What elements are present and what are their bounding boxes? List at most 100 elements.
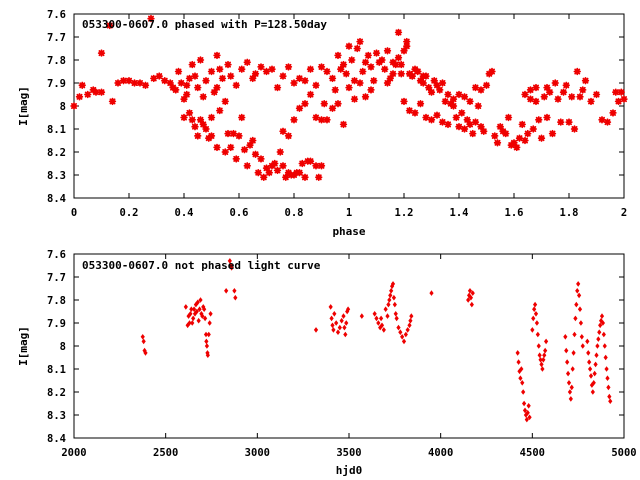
unphased-data-point: [577, 306, 583, 312]
phased-data-point: [480, 127, 488, 135]
phased-data-point: [188, 60, 196, 69]
phased-y-tick-label: 8.4: [47, 193, 66, 205]
phased-data-point: [282, 173, 290, 181]
phased-data-point: [493, 139, 502, 147]
unphased-y-tick-label: 8: [60, 341, 66, 353]
phased-data-point: [477, 123, 485, 131]
phased-data-point: [218, 74, 227, 83]
unphased-data-point: [606, 384, 611, 391]
phased-data-point: [119, 77, 128, 85]
unphased-data-point: [387, 297, 392, 303]
unphased-data-point: [565, 370, 571, 377]
unphased-data-point: [537, 352, 542, 358]
unphased-data-point: [576, 281, 581, 287]
phased-y-tick-label: 8.3: [47, 170, 66, 182]
phased-data-point: [427, 116, 436, 124]
phased-data-point: [180, 113, 188, 122]
phased-y-tick-label: 7.6: [47, 9, 66, 21]
phased-data-point: [598, 116, 606, 124]
unphased-data-point: [542, 352, 547, 358]
phased-data-point: [455, 123, 463, 131]
unphased-data-point: [408, 317, 413, 324]
phased-data-point: [323, 116, 331, 124]
phased-data-point: [339, 60, 348, 69]
phased-data-point: [191, 72, 199, 80]
phased-y-tick-label: 8.1: [47, 124, 66, 136]
unphased-data-point: [343, 331, 348, 338]
phased-data-point: [279, 72, 287, 80]
unphased-data-point: [208, 311, 213, 317]
unphased-data-point: [521, 400, 527, 407]
unphased-data-point: [188, 311, 193, 317]
unphased-data-point: [538, 357, 543, 363]
phased-data-point: [147, 14, 155, 23]
unphased-data-point: [516, 359, 521, 365]
phased-data-point: [331, 86, 339, 94]
phased-data-point: [532, 83, 540, 92]
unphased-data-point: [229, 265, 234, 271]
phased-data-point: [422, 113, 430, 122]
unphased-y-tick-label: 8.3: [47, 410, 66, 422]
phased-data-point: [477, 86, 485, 94]
unphased-data-point: [379, 322, 385, 329]
unphased-data-point: [595, 343, 600, 349]
unphased-data-point: [567, 389, 573, 395]
phased-x-tick-label: 1.4: [450, 207, 469, 219]
phased-data-point: [427, 88, 436, 96]
phased-data-point: [224, 129, 232, 138]
phased-x-tick-label: 1: [346, 207, 352, 219]
phased-data-point: [254, 169, 262, 177]
phased-data-point: [510, 139, 518, 147]
phased-data-point: [207, 132, 216, 140]
unphased-data-point: [535, 331, 540, 338]
unphased-data-point: [565, 359, 570, 365]
phased-data-point: [504, 113, 513, 122]
unphased-data-point: [393, 311, 398, 317]
unphased-data-point: [194, 308, 199, 315]
phased-data-point: [202, 125, 210, 133]
phased-x-tick-label: 0.4: [175, 207, 194, 219]
phased-data-point: [284, 63, 293, 71]
unphased-x-tick-label: 2500: [153, 447, 178, 459]
unphased-data-point: [198, 297, 203, 303]
unphased-data-point: [519, 366, 524, 372]
phased-data-point: [394, 28, 403, 37]
phased-data-point: [180, 95, 188, 103]
phased-data-point: [436, 86, 444, 94]
unphased-data-point: [604, 366, 609, 372]
unphased-data-point: [526, 403, 531, 409]
phased-data-point: [488, 67, 496, 76]
phased-data-point: [537, 134, 546, 142]
unphased-data-point: [189, 306, 194, 312]
unphased-x-tick-label: 5000: [611, 447, 636, 459]
phased-x-tick-label: 0.6: [230, 207, 249, 219]
unphased-y-tick-label: 7.6: [47, 249, 66, 261]
phased-data-point: [620, 95, 628, 103]
unphased-data-point: [597, 329, 602, 335]
unphased-data-point: [586, 350, 591, 356]
unphased-data-point: [389, 288, 394, 294]
phased-data-point: [378, 56, 386, 64]
phased-data-point: [353, 44, 361, 53]
phased-data-point: [243, 58, 251, 66]
phased-data-point: [194, 132, 202, 140]
phased-data-point: [312, 113, 320, 122]
unphased-data-point: [207, 320, 212, 326]
phased-data-point: [466, 97, 474, 106]
phased-data-point: [337, 65, 345, 73]
unphased-data-point: [579, 334, 584, 340]
phased-data-point: [196, 116, 205, 124]
unphased-data-point: [596, 336, 601, 342]
phased-data-point: [213, 51, 221, 60]
phased-data-point: [348, 56, 356, 64]
phased-data-point: [172, 86, 180, 94]
phased-data-point: [191, 123, 199, 131]
unphased-data-point: [359, 313, 364, 319]
phased-data-point: [438, 79, 447, 87]
phased-data-point: [257, 155, 265, 163]
phased-data-point: [345, 42, 353, 50]
phased-data-point: [185, 74, 194, 83]
phased-data-point: [612, 88, 620, 96]
phased-data-point: [592, 90, 601, 99]
unphased-data-point: [543, 338, 549, 345]
